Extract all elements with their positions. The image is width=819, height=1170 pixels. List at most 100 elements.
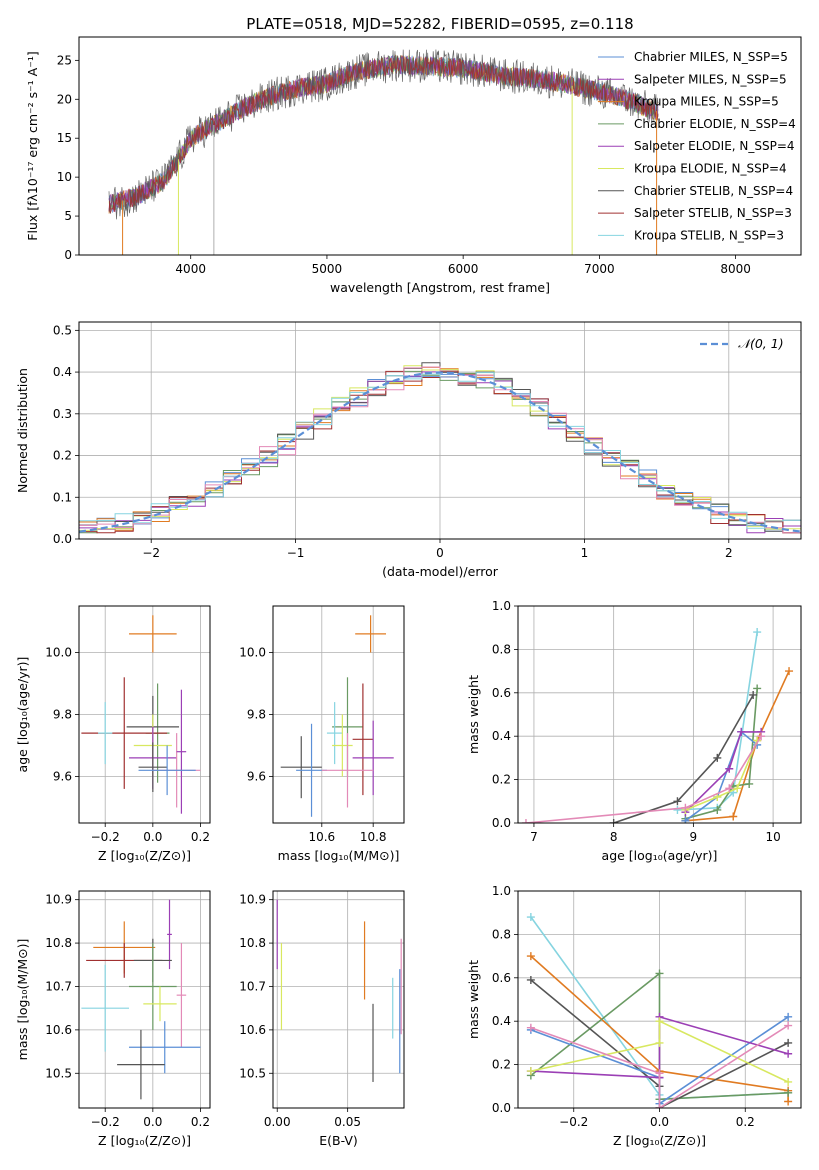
mass-weight-marker (713, 753, 722, 762)
x-tick-label: 10.6 (308, 830, 335, 844)
y-tick-label: 0.2 (53, 449, 72, 463)
error-point (355, 615, 387, 653)
mass-weight-marker (655, 969, 664, 978)
error-point (117, 1029, 165, 1100)
panel-mass-vs-EBV: 0.00 0.05 10.5 10.6 10.7 10.8 10.9 E(B-V) (239, 890, 405, 1148)
legend-label: Salpeter ELODIE, N_SSP=4 (634, 139, 795, 153)
mass-weight-line (530, 1015, 789, 1079)
plot-area (79, 362, 801, 534)
spectrum-series-line (108, 55, 659, 212)
plot-area (280, 615, 394, 817)
panel-age-vs-Z: −0.2 0.0 0.2 9.6 9.8 10.0 Z [log₁₀(Z/Z⊙)] age [… (15, 605, 211, 863)
error-point (129, 615, 177, 653)
legend-label: Kroupa ELODIE, N_SSP=4 (634, 162, 787, 176)
x-axis-label: Z [log₁₀(Z/Z⊙)] (613, 1133, 706, 1148)
y-tick-label: 0.0 (53, 532, 72, 546)
y-tick-label: 9.6 (53, 770, 72, 784)
y-tick-label: 1.0 (492, 884, 511, 898)
y-tick-label: 10.6 (45, 1023, 72, 1037)
axes-frame (517, 890, 802, 1109)
y-tick-label: 10.9 (239, 893, 266, 907)
mass-weight-marker (729, 812, 738, 821)
mass-weight-marker (526, 1067, 535, 1076)
mass-weight-marker (737, 727, 746, 736)
y-tick-label: 0.4 (492, 729, 511, 743)
x-axis-label: Z [log₁₀(Z/Z⊙)] (98, 1133, 191, 1148)
y-axis-label: age [log₁₀(age/yr)] (15, 657, 30, 773)
y-tick-label: 0 (64, 248, 72, 262)
mass-weight-marker (526, 1023, 535, 1032)
y-tick-label: 0.5 (53, 323, 72, 337)
axes-frame (78, 321, 802, 540)
error-point (296, 723, 327, 817)
legend-label: Salpeter STELIB, N_SSP=3 (634, 206, 792, 220)
axes-frame (517, 605, 802, 824)
x-tick-label: 7000 (584, 262, 615, 276)
y-tick-label: 10.6 (239, 1023, 266, 1037)
y-tick-label: 10.5 (45, 1066, 72, 1080)
plot-area (81, 615, 201, 814)
mass-weight-marker (784, 1038, 793, 1047)
legend-label: Salpeter MILES, N_SSP=5 (634, 72, 787, 86)
spectrum-series-line (108, 49, 659, 220)
y-tick-label: 10 (57, 170, 72, 184)
axes-frame (78, 36, 802, 256)
x-axis-label: wavelength [Angstrom, rest frame] (330, 280, 550, 295)
mass-weight-marker (757, 732, 766, 741)
mass-weight-marker (745, 779, 754, 788)
x-tick-label: 1 (581, 546, 589, 560)
panel-residuals: −2 −1 0 1 2 0.0 0.1 0.2 0.3 0.4 0.5 (data-model)/er… (15, 321, 802, 579)
y-tick-label: 0.2 (492, 773, 511, 787)
error-point (81, 964, 130, 1052)
mass-weight-marker (784, 1012, 793, 1021)
mass-weight-marker (749, 690, 758, 699)
mass-weight-marker (655, 1017, 664, 1026)
error-point (176, 943, 187, 1048)
mass-weight-marker (655, 1104, 664, 1108)
mass-weight-line (525, 735, 762, 823)
y-tick-label: 9.6 (247, 770, 266, 784)
mass-weight-marker (784, 1077, 793, 1086)
x-tick-label: −2 (142, 546, 160, 560)
mass-weight-marker (753, 628, 762, 637)
axes-frame (272, 890, 405, 1109)
x-tick-label: 9 (690, 830, 698, 844)
y-tick-label: 0.6 (492, 686, 511, 700)
mass-weight-marker (655, 1069, 664, 1078)
x-tick-label: 8 (610, 830, 618, 844)
x-tick-label: 5000 (312, 262, 343, 276)
y-axis-label: mass weight (466, 675, 481, 754)
plot-area (276, 899, 402, 1082)
error-point (143, 986, 177, 1022)
x-axis-label: Z [log₁₀(Z/Z⊙)] (98, 848, 191, 863)
y-tick-label: 10.7 (239, 979, 266, 993)
y-tick-label: 0.4 (53, 365, 72, 379)
error-point (326, 702, 343, 765)
figure-title: PLATE=0518, MJD=52282, FIBERID=0595, z=0… (246, 15, 633, 33)
x-tick-label: −0.2 (559, 1115, 588, 1129)
x-axis-label: mass [log₁₀(M/M⊙)] (278, 848, 400, 863)
x-axis-label: age [log₁₀(age/yr)] (602, 848, 718, 863)
y-tick-label: 0.4 (492, 1014, 511, 1028)
mass-weight-line (530, 1019, 789, 1083)
mass-weight-marker (725, 764, 734, 773)
x-tick-label: 0 (436, 546, 444, 560)
mass-weight-marker (784, 1097, 793, 1106)
y-tick-label: 0.6 (492, 971, 511, 985)
y-axis-label: Flux [fλ10⁻¹⁷ erg cm⁻² s⁻¹ A⁻¹] (25, 51, 40, 240)
mass-weight-marker (784, 1088, 793, 1097)
gaussian-curve (79, 371, 801, 533)
error-point (280, 736, 322, 799)
error-point (129, 1021, 201, 1074)
mass-weight-marker (526, 975, 535, 984)
mass-weight-marker (785, 667, 794, 676)
x-axis-label: E(B-V) (319, 1133, 358, 1148)
error-point (167, 899, 172, 970)
mass-weight-line (685, 670, 790, 822)
y-tick-label: 0.8 (492, 927, 511, 941)
mass-weight-marker (784, 1049, 793, 1058)
mass-weight-marker (655, 1038, 664, 1047)
x-tick-label: 10.8 (360, 830, 387, 844)
mass-weight-marker (681, 803, 690, 812)
